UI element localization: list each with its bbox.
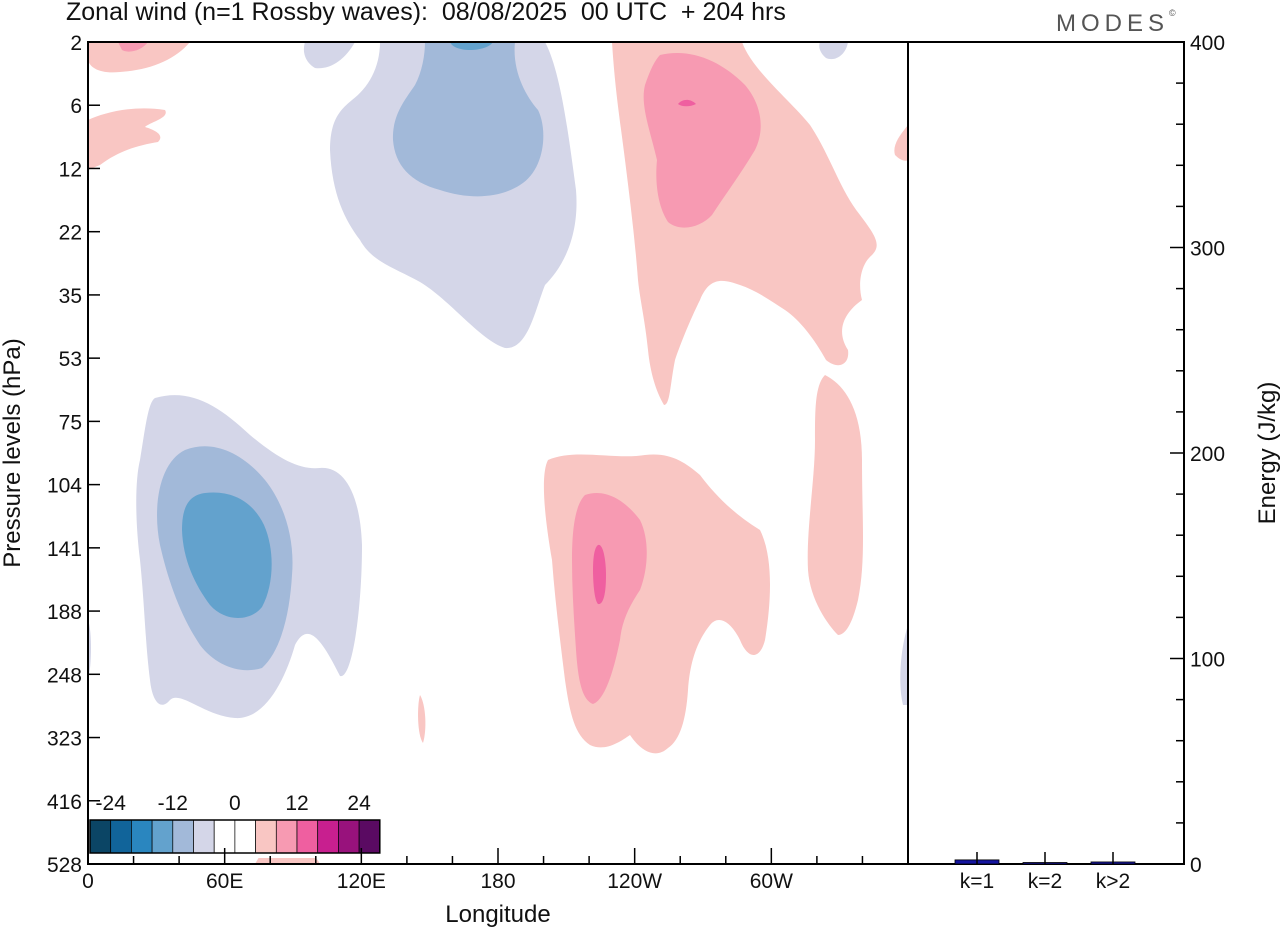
contour-pos-left-tongue	[88, 108, 166, 170]
contour-neg-upper-level2	[392, 42, 544, 197]
colorbar-swatch	[151, 819, 174, 854]
energy-tick-label: 0	[1190, 854, 1202, 877]
y-axis-label: Pressure levels (hPa)	[0, 338, 26, 567]
y-tick-label: 323	[47, 728, 82, 751]
contour-neg-top-right	[819, 42, 848, 60]
y-tick-label: 12	[59, 158, 82, 181]
contour-neg-edge-right	[900, 625, 908, 705]
colorbar-label: -12	[158, 792, 188, 815]
contour-pos-east-column	[807, 375, 863, 635]
energy-category-label: k=1	[960, 870, 994, 893]
y-tick-label: 104	[47, 475, 82, 498]
contour-pos-lower-level2	[572, 492, 647, 704]
contour-pos-upper-level2	[643, 53, 761, 228]
colorbar-swatch	[255, 819, 277, 854]
y-tick-label: 248	[47, 664, 82, 687]
y-tick-label: 6	[70, 95, 82, 118]
y-tick-label: 188	[47, 601, 82, 624]
contour-pos-top-left-core	[118, 42, 148, 52]
y-tick-label: 416	[47, 791, 82, 814]
x-axis: 0 60E 120E 180 120W 60W	[82, 848, 909, 893]
colorbar-swatch	[89, 819, 112, 854]
contour-pos-lower-level3	[593, 544, 606, 605]
contour-neg-top-sliver	[303, 42, 355, 69]
x-tick-label: 60E	[206, 870, 243, 893]
chart-title: Zonal wind (n=1 Rossby waves): 08/08/202…	[66, 0, 786, 26]
y-tick-label: 141	[47, 538, 82, 561]
colorbar-label: 24	[347, 792, 371, 815]
colorbar-swatch	[275, 819, 298, 854]
colorbar-label: -24	[96, 792, 127, 815]
y-axis: 2 6 12 22 35 53 75 104 141 188 248 323 416 528	[47, 32, 100, 877]
colorbar-swatch	[193, 819, 215, 854]
x-tick-label: 60W	[750, 870, 793, 893]
energy-category-label: k=2	[1028, 870, 1062, 893]
contour-pos-right-edge	[894, 125, 908, 161]
y-tick-label: 75	[59, 411, 82, 434]
contour-neg-upper-level3	[450, 42, 493, 50]
colorbar-frame	[89, 819, 381, 854]
energy-tick-label: 300	[1190, 238, 1225, 261]
contour-pos-upper-level3	[678, 99, 696, 107]
energy-tick-label: 400	[1190, 32, 1225, 55]
brand-mark: ©	[1169, 8, 1176, 18]
contour-pos-thin-sliver	[418, 695, 426, 743]
colorbar-swatch	[338, 819, 360, 854]
colorbar-label: 0	[229, 792, 241, 815]
colorbar: -24 -12 0 12 24	[88, 783, 382, 858]
colorbar-swatch	[234, 819, 256, 854]
energy-plot-frame	[907, 41, 1185, 865]
colorbar-swatch	[358, 819, 381, 854]
colorbar-swatch	[172, 819, 194, 854]
y-tick-label: 35	[59, 285, 82, 308]
modes-logo: MODES©	[1056, 8, 1176, 38]
colorbar-swatch	[317, 819, 339, 854]
contour-neg-lower-level3	[182, 492, 272, 619]
energy-tick-label: 100	[1190, 649, 1225, 672]
y-tick-label: 22	[59, 222, 82, 245]
colorbar-swatch	[131, 819, 153, 854]
x-tick-label: 120W	[607, 870, 662, 893]
energy-axis-label: Energy (J/kg)	[1254, 382, 1280, 525]
contour-field	[88, 42, 908, 864]
x-tick-label: 120E	[337, 870, 386, 893]
x-tick-label: 0	[82, 870, 94, 893]
colorbar-label: 12	[285, 792, 308, 815]
contour-pos-top-left	[88, 42, 190, 73]
y-tick-label: 2	[70, 32, 82, 55]
x-tick-label: 180	[480, 870, 515, 893]
x-axis-label: Longitude	[445, 901, 550, 928]
y-tick-label: 53	[59, 348, 82, 371]
colorbar-swatch	[296, 819, 319, 854]
energy-tick-label: 200	[1190, 443, 1225, 466]
energy-category-label: k>2	[1096, 870, 1130, 893]
brand-text: MODES	[1056, 10, 1170, 37]
colorbar-swatch	[110, 819, 132, 854]
y-tick-label: 528	[47, 854, 82, 877]
energy-bar-chart: 0 100 200 300 400 k=1 k=2 k>2	[954, 32, 1225, 893]
